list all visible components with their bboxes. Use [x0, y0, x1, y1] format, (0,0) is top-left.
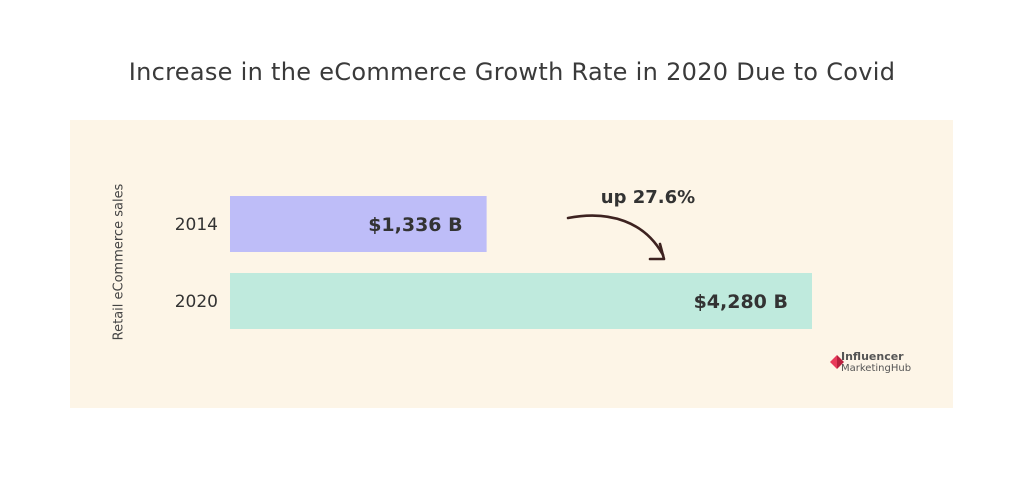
growth-arrow-head — [648, 242, 666, 261]
category-label-2020: 2020 — [175, 292, 218, 312]
bars-group: 2014 $1,336 B 2020 $4,280 B — [175, 196, 812, 329]
logo-mark-icon — [830, 355, 844, 369]
growth-arrow — [566, 214, 665, 257]
bar-2014 — [230, 196, 487, 252]
bar-2020 — [230, 273, 812, 329]
annotation-group: up 27.6% — [566, 187, 695, 261]
logo-line-2: MarketingHub — [841, 363, 912, 374]
category-label-2014: 2014 — [175, 215, 218, 235]
chart-title: Increase in the eCommerce Growth Rate in… — [128, 58, 896, 86]
value-label-2014: $1,336 B — [368, 214, 462, 236]
growth-annotation: up 27.6% — [601, 187, 695, 208]
value-label-2020: $4,280 B — [694, 291, 788, 313]
logo-text: Influencer MarketingHub — [841, 351, 911, 375]
logo-line-1: Influencer — [841, 350, 904, 363]
chart-panel — [70, 120, 953, 408]
